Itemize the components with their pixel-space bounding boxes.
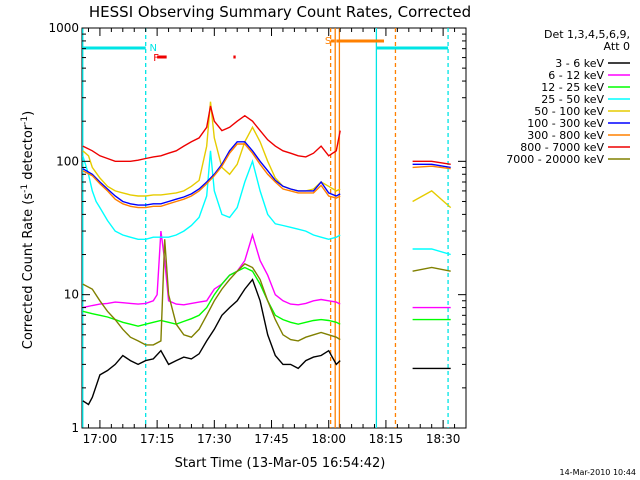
legend-label-0: 3 - 6 keV — [555, 57, 604, 70]
legend-label-8: 7000 - 20000 keV — [506, 153, 604, 166]
x-tick-label-1: 17:15 — [140, 432, 175, 446]
x-tick-label-5: 18:15 — [369, 432, 404, 446]
series-line-3 — [82, 150, 341, 241]
x-tick-label-3: 17:45 — [254, 432, 289, 446]
y-tick-label-0: 1 — [71, 421, 79, 435]
series-line-7 — [82, 105, 341, 162]
y-tick-label-1: 10 — [64, 288, 79, 302]
legend-label-2: 12 - 25 keV — [541, 81, 604, 94]
series-late-line-8 — [412, 266, 451, 272]
footer-date: 14-Mar-2010 10:44 — [560, 468, 637, 477]
series-line-5 — [82, 141, 341, 206]
series-line-6 — [82, 143, 341, 209]
legend-label-3: 25 - 50 keV — [541, 93, 604, 106]
flag-label-n: N — [149, 43, 156, 54]
chart-title: HESSI Observing Summary Count Rates, Cor… — [89, 3, 471, 21]
series-line-4 — [82, 101, 341, 197]
plot-area: NF S 1 10 100 1000 17:00 17:15 17:30 17:45 18:00 18… — [48, 21, 467, 446]
series-line-0 — [82, 278, 341, 406]
series-line-1 — [82, 231, 341, 309]
legend-label-5: 100 - 300 keV — [527, 117, 604, 130]
flag-label-s: S — [325, 36, 331, 47]
x-tick-label-6: 18:30 — [426, 432, 461, 446]
x-tick-label-4: 18:00 — [311, 432, 346, 446]
x-tick-label-0: 17:00 — [83, 432, 118, 446]
y-axis-label: Corrected Count Rate (s-1 detector-1) — [20, 111, 36, 349]
legend-title-2: Att 0 — [604, 40, 630, 53]
series-line-2 — [82, 266, 341, 327]
legend-label-1: 6 - 12 keV — [548, 69, 604, 82]
x-axis-label: Start Time (13-Mar-05 16:54:42) — [175, 456, 386, 471]
plot-frame — [81, 27, 467, 429]
legend-label-7: 800 - 7000 keV — [520, 141, 604, 154]
series-late-line-5 — [412, 163, 451, 169]
legend-title-1: Det 1,3,4,5,6,9, — [544, 28, 630, 41]
series-late-line-7 — [412, 160, 451, 165]
y-tick-label-3: 1000 — [48, 21, 79, 35]
series-line-8 — [82, 239, 341, 346]
y-tick-label-2: 100 — [56, 154, 79, 168]
legend-label-4: 50 - 100 keV — [534, 105, 604, 118]
series-late-line-3 — [412, 248, 451, 256]
x-tick-label-2: 17:30 — [197, 432, 232, 446]
series-late-line-4 — [412, 190, 452, 209]
legend-label-6: 300 - 800 keV — [527, 129, 604, 142]
series-late-line-6 — [412, 165, 451, 170]
flag-label-f: F — [153, 53, 159, 64]
